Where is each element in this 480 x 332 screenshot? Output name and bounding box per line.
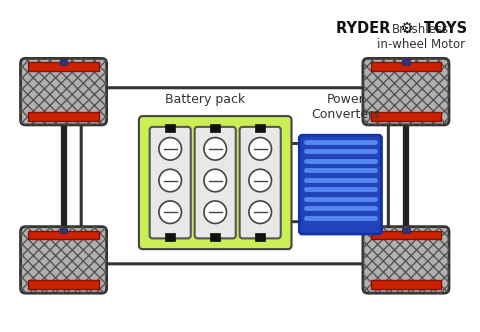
FancyBboxPatch shape xyxy=(150,127,191,238)
Circle shape xyxy=(204,137,227,160)
Bar xyxy=(210,124,220,132)
FancyBboxPatch shape xyxy=(240,127,281,238)
Bar xyxy=(28,281,99,289)
Circle shape xyxy=(249,201,272,223)
Bar xyxy=(402,228,410,233)
Bar xyxy=(60,59,68,65)
Bar xyxy=(371,230,441,239)
Circle shape xyxy=(159,169,181,192)
Circle shape xyxy=(159,201,181,223)
Bar xyxy=(28,230,99,239)
Circle shape xyxy=(204,201,227,223)
Bar xyxy=(60,228,68,233)
Text: RYDER  ⚙  TOYS: RYDER ⚙ TOYS xyxy=(336,21,467,36)
Circle shape xyxy=(249,137,272,160)
FancyBboxPatch shape xyxy=(363,227,449,293)
FancyBboxPatch shape xyxy=(363,58,449,125)
FancyBboxPatch shape xyxy=(300,135,382,234)
Bar xyxy=(255,233,265,241)
Text: Power
Converters: Power Converters xyxy=(311,93,380,121)
Bar xyxy=(210,233,220,241)
Polygon shape xyxy=(288,143,321,222)
Circle shape xyxy=(249,169,272,192)
Circle shape xyxy=(204,169,227,192)
Bar xyxy=(371,62,441,71)
FancyBboxPatch shape xyxy=(21,227,107,293)
FancyBboxPatch shape xyxy=(195,127,236,238)
Circle shape xyxy=(159,137,181,160)
Bar xyxy=(165,124,175,132)
Bar xyxy=(255,124,265,132)
Bar xyxy=(28,62,99,71)
Bar xyxy=(28,112,99,121)
Bar xyxy=(402,59,410,65)
Bar xyxy=(371,112,441,121)
Text: Battery pack: Battery pack xyxy=(165,93,246,106)
FancyBboxPatch shape xyxy=(139,116,291,249)
Bar xyxy=(371,281,441,289)
Bar xyxy=(165,233,175,241)
Text: Brushless
in-wheel Motor: Brushless in-wheel Motor xyxy=(377,23,465,50)
FancyBboxPatch shape xyxy=(21,58,107,125)
